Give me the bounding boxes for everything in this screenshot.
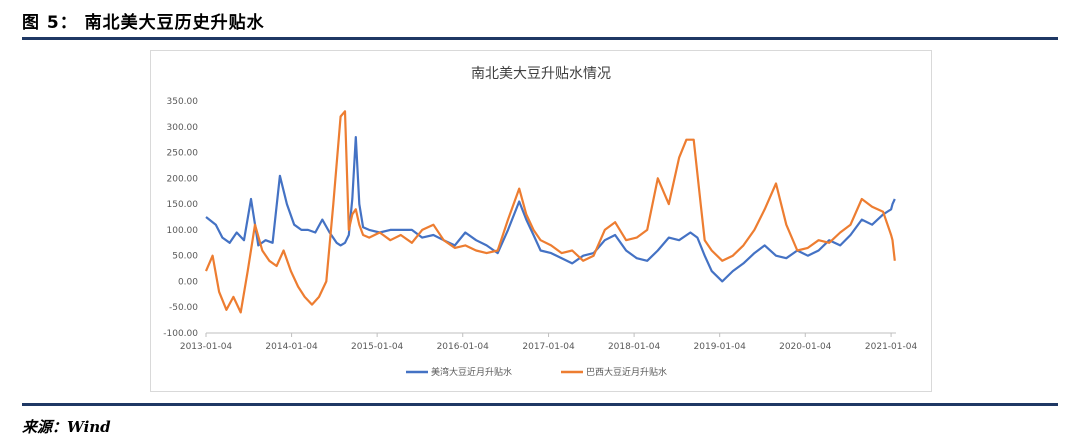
series-line-1 [205, 135, 896, 283]
y-tick-label: 250.00 [167, 149, 199, 159]
y-tick-label: 150.00 [167, 200, 199, 210]
series-line-2 [204, 110, 896, 314]
legend-label-2: 巴西大豆近月升贴水 [586, 366, 667, 378]
x-tick-label: 2017-01-04 [522, 342, 575, 352]
y-tick-label: 50.00 [172, 252, 198, 262]
chart-title: 南北美大豆升贴水情况 [471, 66, 611, 82]
x-tick-label: 2015-01-04 [351, 342, 404, 352]
chart-svg: 南北美大豆升贴水情况 -100.00 -50.00 0.00 50.00 100.00 15… [163, 66, 918, 378]
x-tick-label: 2019-01-04 [694, 342, 747, 352]
x-tick-label: 2013-01-04 [180, 342, 233, 352]
y-tick-label: 350.00 [167, 97, 199, 107]
y-tick-label: -100.00 [163, 329, 198, 339]
figure-header: 图 5： 南北美大豆历史升贴水 [22, 8, 265, 33]
y-tick-label: -50.00 [169, 303, 198, 313]
figure-label: 图 5： [22, 13, 78, 33]
x-tick-label: 2018-01-04 [608, 342, 661, 352]
x-tick-label: 2020-01-04 [779, 342, 832, 352]
y-tick-label: 0.00 [178, 277, 198, 287]
x-tick-label: 2014-01-04 [265, 342, 318, 352]
legend-label-1: 美湾大豆近月升贴水 [431, 366, 512, 378]
y-tick-label: 300.00 [167, 123, 199, 133]
x-tick-label: 2016-01-04 [437, 342, 490, 352]
figure-title: 南北美大豆历史升贴水 [84, 13, 265, 33]
chart-frame: 南北美大豆升贴水情况 -100.00 -50.00 0.00 50.00 100.00 15… [150, 50, 932, 392]
y-tick-label: 100.00 [167, 226, 199, 236]
x-tick-label: 2021-01-04 [865, 342, 918, 352]
footer-rule [22, 403, 1058, 406]
y-tick-label: 200.00 [167, 174, 199, 184]
source-note: 来源：Wind [22, 418, 111, 436]
header-rule [22, 37, 1058, 40]
